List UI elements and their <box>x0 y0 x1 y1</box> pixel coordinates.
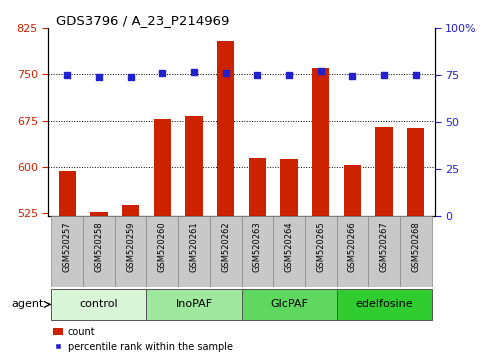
Bar <box>375 127 393 216</box>
Bar <box>368 216 400 287</box>
Bar <box>52 216 83 287</box>
Text: InoPAF: InoPAF <box>175 299 213 309</box>
Bar <box>115 216 146 287</box>
Text: GlcPAF: GlcPAF <box>270 299 308 309</box>
Text: GSM520268: GSM520268 <box>411 222 420 272</box>
Bar <box>83 216 115 287</box>
Bar <box>58 171 76 216</box>
Point <box>349 73 356 79</box>
Bar <box>242 289 337 320</box>
Bar <box>305 216 337 287</box>
Bar <box>273 216 305 287</box>
Text: GSM520265: GSM520265 <box>316 222 325 272</box>
Text: GSM520260: GSM520260 <box>158 222 167 272</box>
Point <box>254 72 261 78</box>
Bar <box>312 68 329 216</box>
Text: GSM520261: GSM520261 <box>189 222 199 272</box>
Bar <box>242 216 273 287</box>
Text: GSM520259: GSM520259 <box>126 222 135 272</box>
Point <box>63 72 71 78</box>
Bar <box>90 212 108 216</box>
Bar <box>210 216 242 287</box>
Bar <box>146 216 178 287</box>
Bar <box>337 216 368 287</box>
Bar <box>217 41 234 216</box>
Bar <box>146 289 242 320</box>
Point <box>190 70 198 75</box>
Text: GSM520267: GSM520267 <box>380 222 388 272</box>
Point <box>95 74 103 80</box>
Text: GSM520264: GSM520264 <box>284 222 294 272</box>
Bar <box>337 289 431 320</box>
Bar <box>343 165 361 216</box>
Text: GSM520257: GSM520257 <box>63 222 72 272</box>
Legend: count, percentile rank within the sample: count, percentile rank within the sample <box>53 327 233 352</box>
Text: GSM520262: GSM520262 <box>221 222 230 272</box>
Bar <box>185 116 203 216</box>
Bar <box>122 205 140 216</box>
Bar <box>249 158 266 216</box>
Point <box>222 70 229 76</box>
Bar <box>52 289 146 320</box>
Text: GSM520263: GSM520263 <box>253 222 262 272</box>
Bar <box>178 216 210 287</box>
Text: GSM520258: GSM520258 <box>95 222 103 272</box>
Point <box>412 72 420 78</box>
Text: edelfosine: edelfosine <box>355 299 413 309</box>
Text: GSM520266: GSM520266 <box>348 222 357 272</box>
Bar <box>400 216 431 287</box>
Point <box>380 72 388 78</box>
Point <box>317 69 325 74</box>
Point <box>285 72 293 78</box>
Point <box>127 74 134 80</box>
Point <box>158 70 166 76</box>
Bar <box>154 119 171 216</box>
Bar <box>280 159 298 216</box>
Text: control: control <box>80 299 118 309</box>
Text: agent: agent <box>11 299 43 309</box>
Bar <box>407 128 425 216</box>
Text: GDS3796 / A_23_P214969: GDS3796 / A_23_P214969 <box>56 14 229 27</box>
